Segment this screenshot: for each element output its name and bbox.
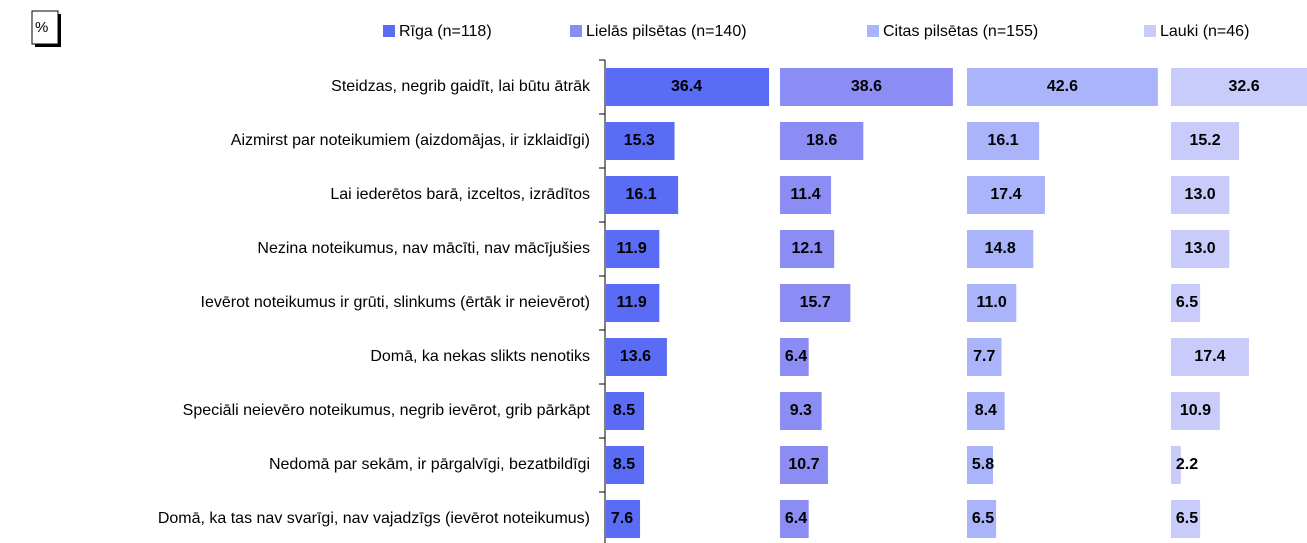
unit-box (31, 10, 59, 45)
category-label: Nedomā par sekām, ir pārgalvīgi, bezatbi… (269, 456, 590, 473)
bar (1171, 338, 1249, 376)
value-label: 11.4 (790, 186, 820, 203)
legend-label: Lielās pilsētas (n=140) (586, 23, 747, 40)
bar (1171, 392, 1220, 430)
value-label: 7.7 (973, 348, 995, 365)
bar (780, 284, 851, 322)
value-label: 6.5 (1176, 294, 1198, 311)
bar (967, 68, 1158, 106)
bar (967, 176, 1045, 214)
value-label: 11.9 (617, 240, 647, 257)
value-label: 13.0 (1185, 186, 1216, 203)
value-label: 6.5 (972, 510, 994, 527)
bar (967, 230, 1034, 268)
value-label: 17.4 (990, 186, 1021, 203)
value-label: 9.3 (790, 402, 812, 419)
category-label: Domā, ka nekas slikts nenotiks (370, 348, 590, 365)
bar (606, 230, 660, 268)
bar (967, 338, 1002, 376)
bar (780, 68, 953, 106)
bar (967, 284, 1017, 322)
value-label: 18.6 (806, 132, 837, 149)
category-label: Nezina noteikumus, nav mācīti, nav mācīj… (257, 240, 590, 257)
value-label: 8.4 (975, 402, 997, 419)
value-label: 8.5 (613, 456, 635, 473)
category-label: Lai iederētos barā, izceltos, izrādītos (330, 186, 590, 203)
value-label: 7.6 (611, 510, 633, 527)
value-label: 38.6 (851, 78, 882, 95)
value-label: 42.6 (1047, 78, 1078, 95)
value-label: 6.5 (1176, 510, 1198, 527)
bar (1171, 500, 1201, 538)
value-label: 13.0 (1185, 240, 1216, 257)
bar (1171, 446, 1181, 484)
bar (780, 392, 822, 430)
category-label: Speciāli neievēro noteikumus, negrib iev… (183, 402, 591, 419)
bar (780, 230, 835, 268)
value-label: 16.1 (625, 186, 656, 203)
bar (606, 176, 679, 214)
value-label: 11.0 (977, 294, 1007, 311)
bar (606, 284, 660, 322)
value-label: 10.9 (1180, 402, 1211, 419)
legend-swatch (383, 25, 395, 37)
value-label: 15.2 (1189, 132, 1220, 149)
bar (967, 446, 993, 484)
bar (606, 500, 641, 538)
bar (780, 446, 828, 484)
legend-swatch (1144, 25, 1156, 37)
category-label: Ievērot noteikumus ir grūti, slinkums (ē… (201, 294, 590, 311)
legend-swatch (570, 25, 582, 37)
value-label: 14.8 (985, 240, 1016, 257)
value-label: 6.4 (785, 510, 807, 527)
value-label: 17.4 (1194, 348, 1225, 365)
value-label: 8.5 (613, 402, 635, 419)
value-label: 36.4 (671, 78, 702, 95)
bar (1171, 122, 1240, 160)
bar (780, 176, 832, 214)
value-label: 5.8 (972, 456, 994, 473)
bar (1171, 68, 1307, 106)
value-label: 13.6 (620, 348, 651, 365)
bar (606, 122, 675, 160)
bar (967, 500, 997, 538)
bar (606, 68, 770, 106)
value-label: 32.6 (1228, 78, 1259, 95)
category-label: Aizmirst par noteikumiem (aizdomājas, ir… (231, 132, 590, 149)
bar (1171, 176, 1230, 214)
value-label: 16.1 (987, 132, 1018, 149)
bar (606, 338, 667, 376)
bar (1171, 230, 1230, 268)
bar (780, 338, 809, 376)
legend-label: Lauki (n=46) (1160, 23, 1249, 40)
value-label: 12.1 (792, 240, 823, 257)
bar (780, 122, 864, 160)
legend-label: Citas pilsētas (n=155) (883, 23, 1038, 40)
value-label: 15.3 (624, 132, 655, 149)
bar (780, 500, 809, 538)
bar (967, 392, 1005, 430)
legend-label: Rīga (n=118) (399, 23, 492, 40)
value-label: 15.7 (800, 294, 831, 311)
value-label: 11.9 (617, 294, 647, 311)
bar (606, 446, 645, 484)
bar (1171, 284, 1201, 322)
category-label: Steidzas, negrib gaidīt, lai būtu ātrāk (331, 78, 591, 95)
unit-label: % (35, 19, 48, 36)
bar (606, 392, 645, 430)
legend-swatch (867, 25, 879, 37)
category-label: Domā, ka tas nav svarīgi, nav vajadzīgs … (158, 510, 590, 527)
value-label: 6.4 (785, 348, 807, 365)
value-label: 10.7 (788, 456, 819, 473)
value-label: 2.2 (1176, 456, 1198, 473)
bar (967, 122, 1040, 160)
